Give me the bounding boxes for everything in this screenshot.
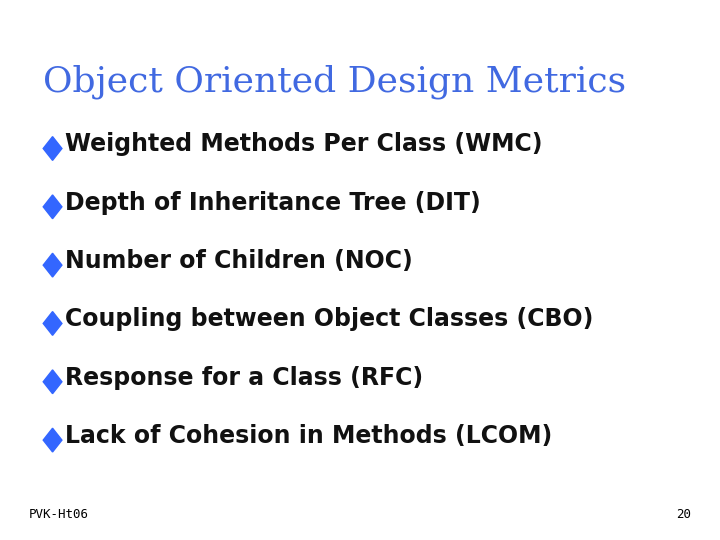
- Text: Depth of Inheritance Tree (DIT): Depth of Inheritance Tree (DIT): [65, 191, 480, 214]
- Text: PVK-Ht06: PVK-Ht06: [29, 508, 89, 521]
- Polygon shape: [43, 428, 62, 452]
- Polygon shape: [43, 370, 62, 394]
- Text: Object Oriented Design Metrics: Object Oriented Design Metrics: [43, 65, 626, 99]
- Polygon shape: [43, 253, 62, 277]
- Polygon shape: [43, 312, 62, 335]
- Text: Response for a Class (RFC): Response for a Class (RFC): [65, 366, 423, 389]
- Polygon shape: [43, 137, 62, 160]
- Text: Coupling between Object Classes (CBO): Coupling between Object Classes (CBO): [65, 307, 593, 331]
- Polygon shape: [43, 195, 62, 219]
- Text: Weighted Methods Per Class (WMC): Weighted Methods Per Class (WMC): [65, 132, 542, 156]
- Text: Lack of Cohesion in Methods (LCOM): Lack of Cohesion in Methods (LCOM): [65, 424, 552, 448]
- Text: Number of Children (NOC): Number of Children (NOC): [65, 249, 413, 273]
- Text: 20: 20: [676, 508, 691, 521]
